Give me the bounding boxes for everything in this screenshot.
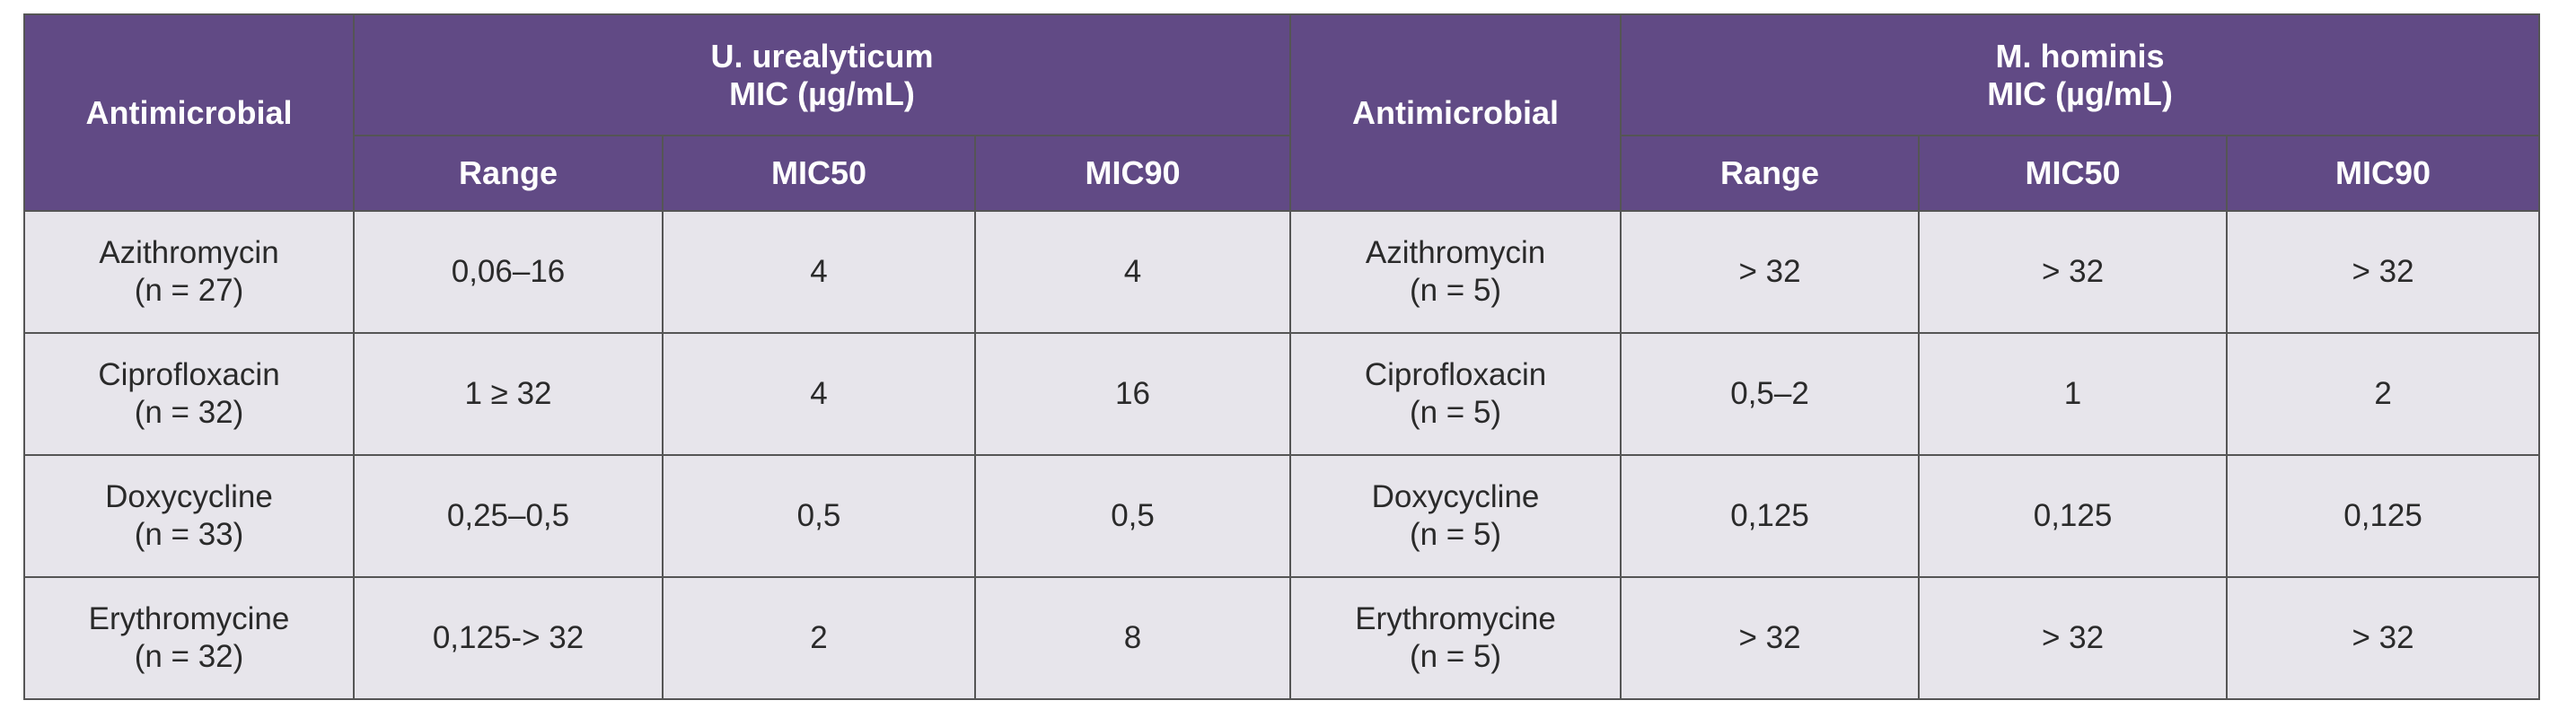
value-cell: 2 [662,576,976,700]
value-cell: 4 [662,210,976,334]
value-cell: 1 ≥ 32 [353,332,664,456]
value-cell: 0,125 [1620,454,1921,578]
value-cell: 8 [973,576,1292,700]
header-row: Antimicrobial U. urealyticum MIC (µg/mL)… [23,13,2541,212]
table-body: Azithromycin (n = 27) 0,06–16 4 4 Azithromyc… [23,210,2541,700]
data-row: Erythromycine (n = 32) 0,125-> 32 2 8 Erythr… [23,576,2541,700]
value-cell: 0,25–0,5 [353,454,664,578]
subheader-row: Range MIC50 MIC90 Range MIC50 MIC90 [24,135,2541,212]
value-cell: 0,5 [973,454,1292,578]
subheader-cell: Range [353,135,664,212]
drug-cell: Ciprofloxacin (n = 32) [23,332,355,456]
subheader-cell: MIC90 [2226,135,2541,212]
drug-cell: Erythromycine (n = 5) [1289,576,1622,700]
subheader-cell: Range [1620,135,1921,212]
data-row: Doxycycline (n = 33) 0,25–0,5 0,5 0,5 Doxycy… [23,454,2541,578]
header-cell: Antimicrobial [1289,13,1622,212]
value-cell: > 32 [1918,210,2229,334]
header-group: U. urealyticum MIC (µg/mL) [352,13,1292,136]
value-cell: 1 [1918,332,2229,456]
drug-cell: Doxycycline (n = 33) [23,454,355,578]
drug-cell: Azithromycin (n = 5) [1289,210,1622,334]
value-cell: > 32 [1620,576,1921,700]
drug-cell: Erythromycine (n = 32) [23,576,355,700]
value-cell: > 32 [1918,576,2229,700]
value-cell: > 32 [2226,576,2541,700]
value-cell: > 32 [1620,210,1921,334]
subheader-cell: MIC90 [973,135,1292,212]
value-cell: 0,5–2 [1620,332,1921,456]
value-cell: 0,125 [1918,454,2229,578]
header-cell: Antimicrobial [23,13,355,212]
subheader-cell: MIC50 [662,135,976,212]
drug-cell: Azithromycin (n = 27) [23,210,355,334]
value-cell: 4 [973,210,1292,334]
mic-table: Antimicrobial U. urealyticum MIC (µg/mL)… [23,13,2541,700]
value-cell: 16 [973,332,1292,456]
value-cell: 0,125-> 32 [353,576,664,700]
value-cell: 2 [2226,332,2541,456]
drug-cell: Ciprofloxacin (n = 5) [1289,332,1622,456]
value-cell: > 32 [2226,210,2541,334]
data-row: Azithromycin (n = 27) 0,06–16 4 4 Azithromyc… [23,210,2541,334]
drug-cell: Doxycycline (n = 5) [1289,454,1622,578]
header-group: M. hominis MIC (µg/mL) [1620,13,2541,136]
value-cell: 4 [662,332,976,456]
value-cell: 0,5 [662,454,976,578]
value-cell: 0,06–16 [353,210,664,334]
subheader-cell: MIC50 [1918,135,2229,212]
data-row: Ciprofloxacin (n = 32) 1 ≥ 32 4 16 Ciproflox… [23,332,2541,456]
value-cell: 0,125 [2226,454,2541,578]
